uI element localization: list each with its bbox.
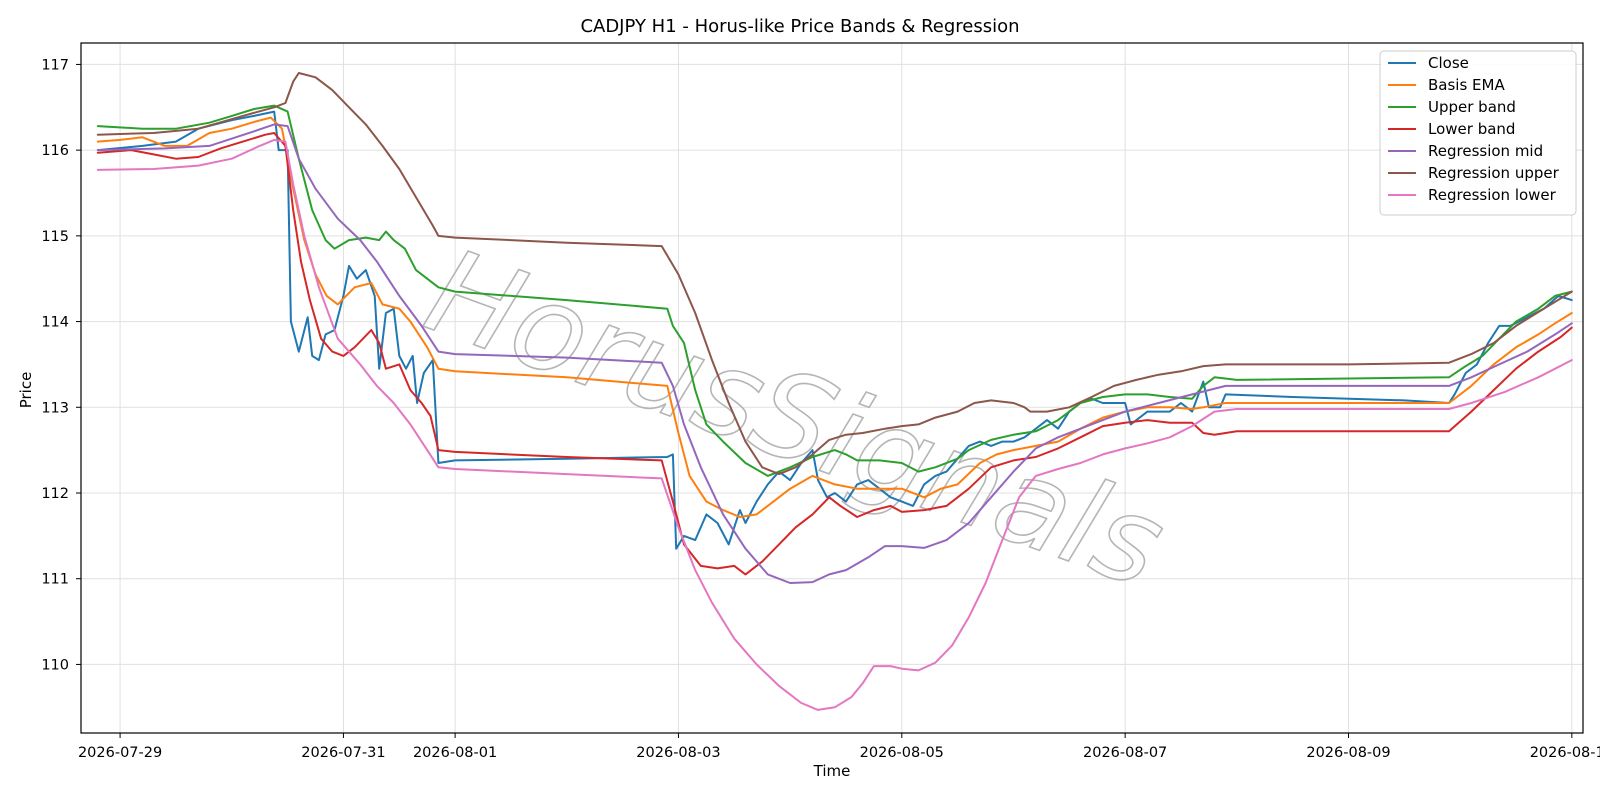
y-tick-label: 113 (41, 400, 69, 416)
legend-label-basis-ema: Basis EMA (1428, 76, 1505, 94)
y-tick-label: 111 (41, 572, 69, 588)
y-axis: 110 111 112 113 114 115 116 117 (41, 57, 81, 673)
legend-label-close: Close (1428, 54, 1469, 72)
plot-frame (80, 42, 1584, 734)
legend-label-upper-band: Upper band (1428, 98, 1516, 116)
x-tick-label: 2026-08-09 (1306, 745, 1390, 761)
grid (81, 43, 1583, 733)
y-tick-label: 115 (41, 229, 69, 245)
y-axis-label: Price (17, 372, 35, 409)
x-tick-label: 2026-08-11 (1530, 745, 1600, 761)
series-line-lower-band (96, 132, 1573, 576)
legend-label-regression-upper: Regression upper (1428, 164, 1560, 182)
x-tick-label: 2026-07-31 (301, 745, 385, 761)
x-tick-label: 2026-08-03 (636, 745, 720, 761)
y-tick-label: 116 (41, 143, 69, 159)
y-tick-label: 110 (41, 657, 69, 673)
y-tick-label: 112 (41, 486, 69, 502)
x-tick-label: 2026-08-01 (413, 745, 497, 761)
x-tick-label: 2026-07-29 (78, 745, 162, 761)
series-line-regression-lower (96, 138, 1573, 711)
chart-title: CADJPY H1 - Horus-like Price Bands & Reg… (580, 16, 1019, 37)
x-tick-label: 2026-08-07 (1083, 745, 1167, 761)
y-tick-label: 117 (41, 57, 69, 73)
legend-label-regression-mid: Regression mid (1428, 142, 1543, 160)
x-axis: 2026-07-29 2026-07-31 2026-08-01 2026-08-03… (78, 733, 1600, 761)
legend-label-regression-lower: Regression lower (1428, 186, 1557, 204)
x-axis-label: Time (813, 762, 851, 780)
legend-box (1379, 50, 1577, 216)
series-line-regression-mid (96, 123, 1573, 584)
legend: Close Basis EMA Upper band Lower band Regres… (1379, 50, 1577, 216)
series-line-regression-upper (96, 72, 1573, 476)
x-tick-label: 2026-08-05 (860, 745, 944, 761)
y-tick-label: 114 (41, 315, 69, 331)
legend-label-lower-band: Lower band (1428, 120, 1515, 138)
series-group (96, 72, 1573, 711)
